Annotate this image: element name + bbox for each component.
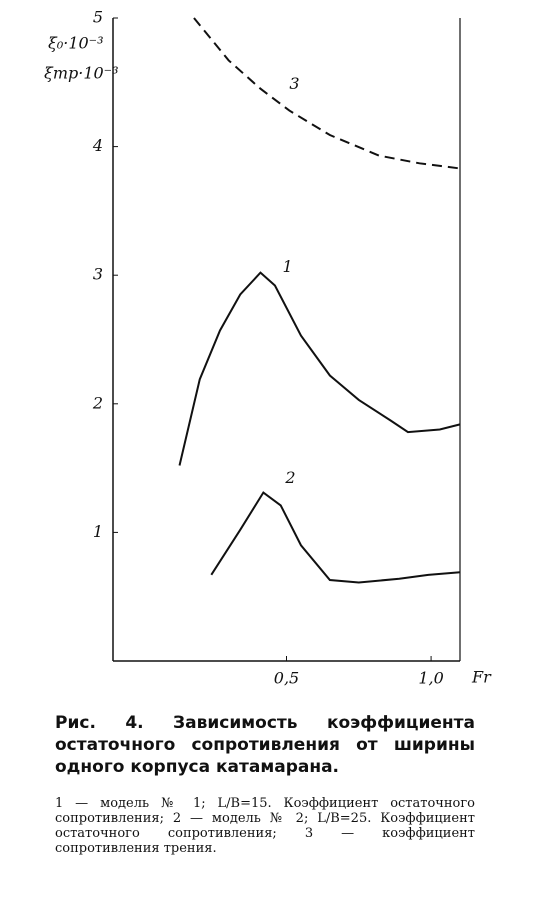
x-label: Fr [471, 668, 492, 687]
series-line [210, 491, 461, 584]
y-label: ξтр·10⁻³ [44, 64, 119, 83]
series-label: 3 [289, 74, 299, 93]
caption-title: Рис. 4. Зависимость коэффициента остаточ… [55, 713, 475, 777]
series-label: 2 [284, 468, 295, 487]
caption-text: 1 — модель № 1; L/B=15. Коэффициент оста… [55, 796, 475, 856]
x-tick-label: 1,0 [418, 669, 443, 688]
y-tick-label: 2 [92, 393, 103, 412]
series-line [178, 271, 461, 466]
y-tick-label: 1 [93, 522, 103, 541]
y-tick-label: 5 [93, 8, 103, 27]
y-label: ξ₀·10⁻³ [48, 34, 104, 53]
x-tick-label: 0,5 [274, 669, 299, 688]
chart: ξ₀·10⁻³ ξтр·10⁻³ Fr 1 2 3 4 5 0,5 1,0 1 2 3 [44, 8, 492, 688]
series-line [193, 17, 461, 170]
series-label: 1 [282, 257, 292, 276]
y-tick-label: 3 [93, 265, 103, 284]
y-tick-label: 4 [92, 136, 103, 155]
